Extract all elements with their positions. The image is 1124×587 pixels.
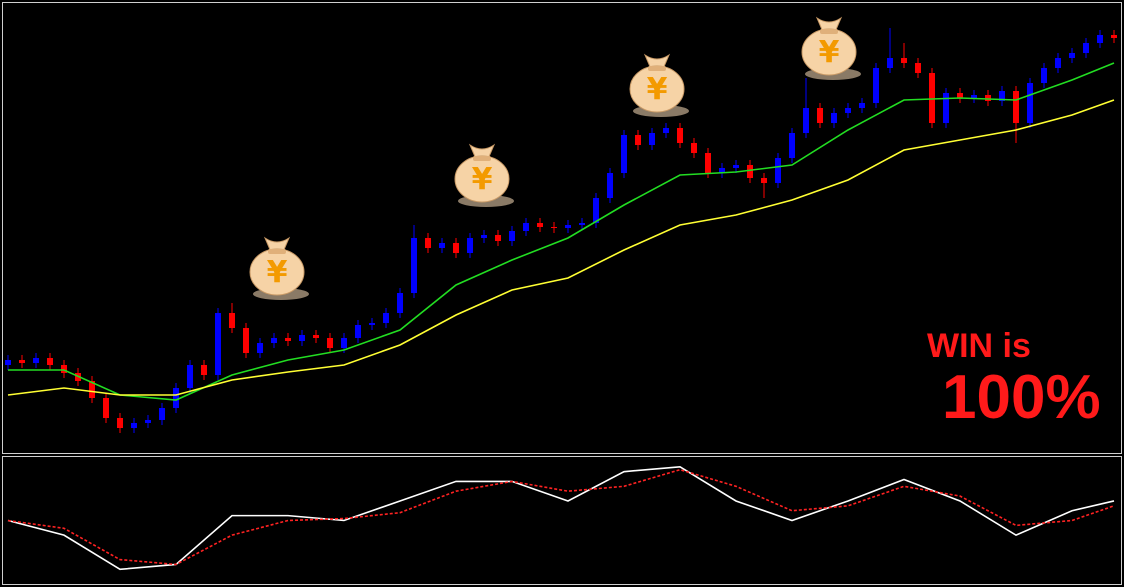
- candle-body: [887, 58, 893, 68]
- candle-body: [649, 133, 655, 145]
- candle-body: [551, 227, 557, 228]
- candle-body: [1041, 68, 1047, 83]
- candle-body: [61, 365, 67, 373]
- candle-body: [593, 198, 599, 223]
- bag-tie: [648, 66, 666, 71]
- candle-body: [943, 93, 949, 123]
- candle-body: [145, 420, 151, 423]
- candle-body: [397, 293, 403, 313]
- candle-body: [859, 103, 865, 108]
- candle-body: [775, 158, 781, 183]
- candle-body: [159, 408, 165, 420]
- candle-body: [411, 238, 417, 293]
- moving-average: [8, 62, 1115, 401]
- candle-body: [201, 365, 207, 375]
- annotation: 100%: [942, 363, 1101, 432]
- candle-body: [999, 91, 1005, 101]
- candle-body: [705, 153, 711, 173]
- candle-body: [33, 358, 39, 363]
- bag-tie: [268, 249, 286, 254]
- candle-body: [439, 243, 445, 248]
- candle-body: [1055, 58, 1061, 68]
- moving-average: [7, 99, 1115, 396]
- candle-body: [257, 343, 263, 353]
- candle-body: [789, 133, 795, 158]
- candle-body: [873, 68, 879, 103]
- candle-body: [495, 235, 501, 241]
- candle-body: [313, 335, 319, 338]
- candle-body: [243, 328, 249, 353]
- candle-body: [481, 235, 487, 238]
- candle-body: [299, 335, 305, 341]
- oscillator-panel: [2, 456, 1122, 585]
- candle-body: [747, 165, 753, 178]
- candle-body: [1111, 35, 1117, 38]
- oscillator-line: [7, 468, 1115, 566]
- candle-body: [607, 173, 613, 198]
- candle-body: [187, 365, 193, 388]
- candle-body: [985, 95, 991, 101]
- candle-body: [383, 313, 389, 323]
- candle-body: [19, 360, 25, 363]
- candle-body: [761, 178, 767, 183]
- candle-body: [117, 418, 123, 428]
- candle-body: [467, 238, 473, 253]
- oscillator-line: [7, 465, 1115, 571]
- candle-body: [831, 113, 837, 123]
- candle-body: [103, 398, 109, 418]
- candle-body: [1027, 83, 1033, 123]
- candle-body: [523, 223, 529, 231]
- candle-body: [5, 360, 11, 365]
- candle-body: [677, 128, 683, 143]
- candle-body: [803, 108, 809, 133]
- candle-body: [509, 231, 515, 241]
- candle-body: [355, 325, 361, 338]
- candle-body: [621, 135, 627, 173]
- bag-tie: [473, 156, 491, 161]
- candle-body: [971, 95, 977, 98]
- bag-symbol: ¥: [267, 255, 288, 290]
- candle-body: [453, 243, 459, 253]
- candle-body: [663, 128, 669, 133]
- candle-body: [635, 135, 641, 145]
- bag-symbol: ¥: [819, 35, 840, 70]
- candle-body: [327, 338, 333, 348]
- candle-body: [537, 223, 543, 227]
- marks: [5, 28, 1117, 571]
- candle-body: [733, 165, 739, 168]
- candle-body: [285, 338, 291, 341]
- candle-body: [89, 381, 95, 398]
- candle-body: [425, 238, 431, 248]
- candle-body: [1083, 43, 1089, 53]
- candle-body: [215, 313, 221, 375]
- candle-body: [229, 313, 235, 328]
- candle-body: [1013, 91, 1019, 123]
- candle-body: [271, 338, 277, 343]
- candle-body: [47, 358, 53, 365]
- candle-body: [957, 93, 963, 98]
- candle-body: [173, 388, 179, 408]
- candle-body: [341, 338, 347, 348]
- candle-body: [131, 423, 137, 428]
- candle-body: [369, 323, 375, 325]
- candle-body: [1097, 35, 1103, 43]
- candle-body: [915, 63, 921, 73]
- bag-tie: [820, 29, 838, 34]
- candle-body: [929, 73, 935, 123]
- bag-symbol: ¥: [647, 72, 668, 107]
- candle-body: [691, 143, 697, 153]
- candle-body: [901, 58, 907, 63]
- bag-symbol: ¥: [472, 162, 493, 197]
- candle-body: [719, 168, 725, 173]
- candle-body: [565, 225, 571, 228]
- annotation: WIN is: [927, 327, 1031, 365]
- candle-body: [1069, 53, 1075, 58]
- candle-body: [579, 223, 585, 225]
- money-bags: ¥ ¥ ¥ ¥: [249, 16, 861, 300]
- candle-body: [845, 108, 851, 113]
- candle-body: [817, 108, 823, 123]
